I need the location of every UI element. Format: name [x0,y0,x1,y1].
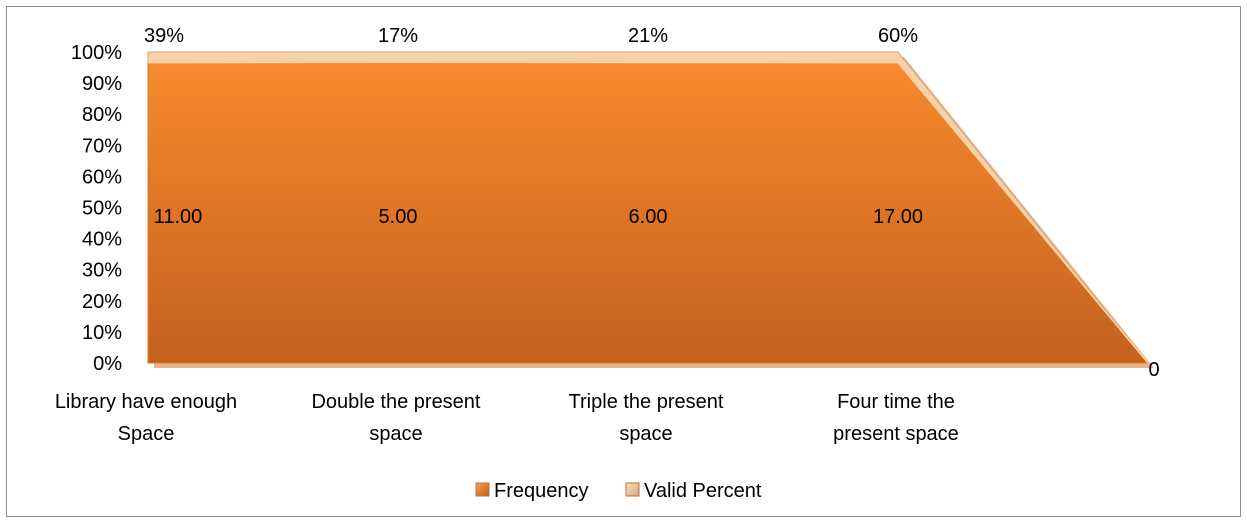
x-tick-label: Library have enough [55,391,237,413]
data-labels: 11.00 39% 5.00 17% 6.00 21% 17.00 60% 0 [144,25,1160,381]
data-label-valid-percent: 21% [628,25,668,47]
y-tick-label: 70% [82,135,122,157]
y-tick-label: 10% [82,322,122,344]
data-label-valid-percent: 17% [378,25,418,47]
legend: Frequency Valid Percent [475,480,762,502]
y-tick-label: 0% [93,353,122,375]
y-tick-label: 80% [82,104,122,126]
data-label-frequency: 11.00 [154,206,203,228]
series-top-edge [147,61,1149,364]
legend-swatch [475,482,490,497]
y-tick-label: 20% [82,291,122,313]
y-tick-label: 30% [82,260,122,282]
x-tick-label: Double the present [311,391,480,413]
x-tick-label: Four time the [837,391,955,413]
y-tick-label: 50% [82,198,122,220]
x-axis: Library have enough Space Double the prese… [55,391,959,445]
legend-label: Frequency [494,480,589,502]
data-label-valid-percent: 39% [144,25,184,47]
legend-frequency: Frequency [475,480,589,502]
legend-swatch [625,482,640,497]
plot-area [147,51,1154,368]
data-label-frequency: 6.00 [629,206,668,228]
x-tick-label: Triple the present [569,391,724,413]
legend-valid-percent: Valid Percent [625,480,762,502]
y-tick-label: 40% [82,229,122,251]
y-tick-label: 90% [82,73,122,95]
y-axis: 0% 10% 20% 30% 40% 50% 60% 70% 80% 90% 100% [71,42,122,375]
x-tick-label: present space [833,423,959,445]
data-label-frequency: 0 [1148,359,1159,381]
x-tick-label: space [619,423,672,445]
legend-label: Valid Percent [644,480,762,502]
data-label-frequency: 5.00 [379,206,418,228]
data-label-valid-percent: 60% [878,25,918,47]
x-tick-label: Space [118,423,175,445]
x-tick-label: space [369,423,422,445]
data-label-frequency: 17.00 [873,206,923,228]
y-tick-label: 60% [82,166,122,188]
y-tick-label: 100% [71,42,122,64]
